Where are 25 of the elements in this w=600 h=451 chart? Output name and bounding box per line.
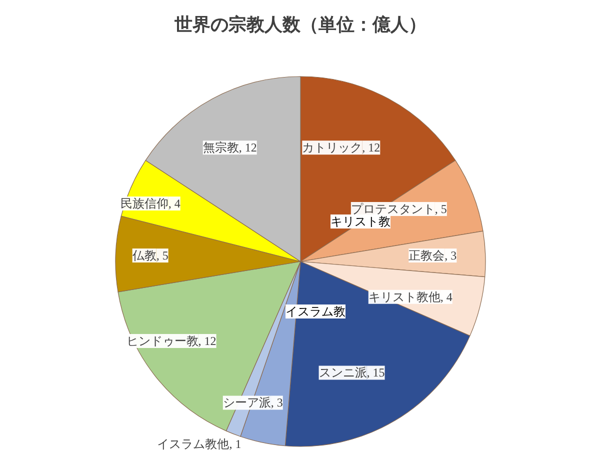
slice-label: 民族信仰 (120, 196, 168, 211)
data-label: , 4 (440, 290, 452, 304)
slice-label: 無宗教 (202, 140, 239, 155)
slice-label: プロテスタント (350, 202, 435, 216)
data-label: , 12 (362, 140, 380, 155)
data-label: , 1 (229, 437, 242, 451)
data-label: , 12 (238, 140, 257, 155)
slice-label: スンニ派 (318, 366, 367, 380)
data-label: , 4 (168, 196, 180, 211)
data-label: , 12 (198, 334, 216, 348)
data-label: , 3 (444, 248, 457, 263)
slice-label: 正教会 (408, 248, 445, 263)
text: イスラム教 (286, 304, 346, 318)
data-label: , 5 (156, 248, 168, 263)
data-label: , 3 (270, 396, 283, 410)
slice-label: カトリック (302, 140, 362, 155)
slice-label: ヒンドゥー教 (126, 334, 198, 348)
slice-label: シーア派 (222, 396, 271, 410)
chart-title: 世界の宗教人数（単位：億人） (174, 14, 426, 36)
data-label: , 15 (366, 366, 385, 380)
data-label: , 5 (434, 202, 447, 216)
slice-label: イスラム教他 (157, 437, 230, 451)
slice-label: キリスト教他 (368, 290, 440, 304)
slice-label: 仏教 (131, 248, 156, 263)
text: キリスト教 (330, 214, 390, 228)
